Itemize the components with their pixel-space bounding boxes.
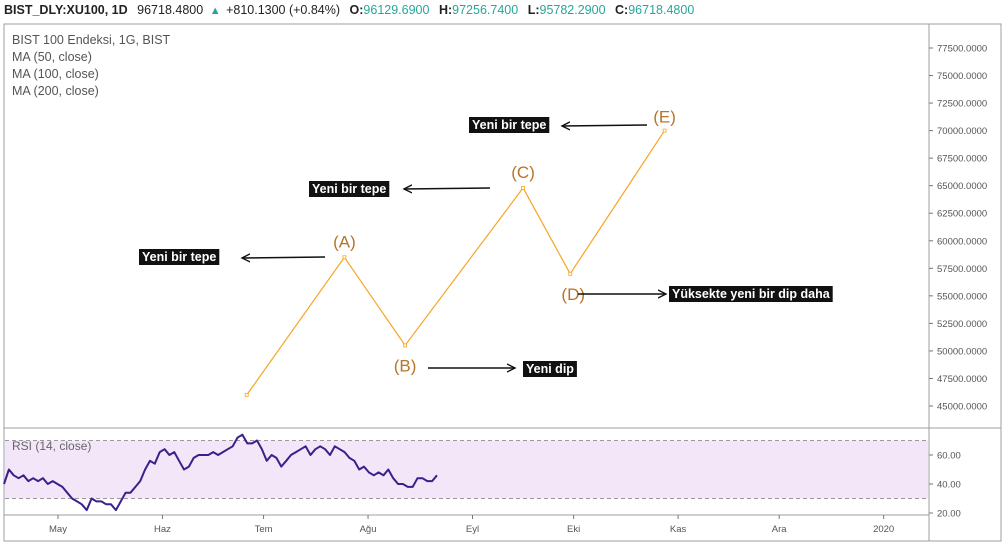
- rsi-axis: 20.00 40.00 60.00: [929, 451, 961, 520]
- wave-line: [246, 130, 666, 396]
- price-tick-label: 47500.0000: [937, 374, 987, 385]
- close-label: C:: [615, 3, 629, 17]
- rsi-tick-label: 20.00: [937, 509, 961, 520]
- annotation-text: Yeni bir tepe: [142, 250, 216, 264]
- rsi-legend[interactable]: RSI (14, close): [12, 439, 92, 453]
- last-price: 96718.4800: [137, 3, 204, 17]
- annotation-text: Yeni bir tepe: [312, 182, 386, 196]
- wave-point-label: (E): [653, 108, 676, 127]
- rsi-band-fill: [5, 440, 928, 499]
- price-tick-label: 50000.0000: [937, 346, 987, 357]
- wave-point-label: (D): [561, 285, 585, 304]
- annotation-arrow: [242, 257, 326, 258]
- wave-vertex: [342, 255, 347, 260]
- high-value: 97256.7400: [452, 3, 519, 17]
- annotation-text: Yeni bir tepe: [472, 118, 546, 132]
- close-value: 96718.4800: [628, 3, 695, 17]
- time-tick-label: Ara: [772, 524, 788, 535]
- time-tick-label: May: [49, 524, 67, 535]
- price-tick-label: 55000.0000: [937, 291, 987, 302]
- wave-point-label: (C): [511, 163, 535, 182]
- rsi-tick-label: 60.00: [937, 451, 961, 462]
- price-tick-label: 75000.0000: [937, 71, 987, 82]
- annotations: Yeni bir tepe Yeni dip Yeni bir tepe Yüksek…: [139, 117, 833, 377]
- legend-ma-50[interactable]: MA (50, close): [12, 50, 92, 64]
- up-triangle-icon: ▲: [209, 5, 221, 17]
- price-tick-label: 72500.0000: [937, 99, 987, 110]
- open-label: O:: [349, 3, 364, 17]
- time-axis: May Haz Tem Ağu Eyl Eki Kas Ara 2020: [49, 515, 894, 535]
- wave-vertex: [662, 128, 667, 133]
- open-value: 96129.6900: [363, 3, 430, 17]
- symbol-name[interactable]: BIST_DLY:XU100, 1D: [4, 3, 128, 17]
- legend-main-series[interactable]: BIST 100 Endeksi, 1G, BIST: [12, 33, 171, 47]
- price-tick-label: 77500.0000: [937, 44, 987, 55]
- price-change: +810.1300 (+0.84%): [226, 3, 341, 17]
- price-tick-label: 45000.0000: [937, 402, 987, 413]
- annotation-box: [139, 249, 220, 265]
- time-tick-label: Eyl: [466, 524, 479, 535]
- wave-vertex: [568, 271, 573, 276]
- legend-ma-200[interactable]: MA (200, close): [12, 84, 99, 98]
- time-tick-label: Kas: [670, 524, 687, 535]
- annotation-box: [309, 181, 390, 197]
- time-tick-label: Haz: [154, 524, 171, 535]
- price-tick-label: 65000.0000: [937, 181, 987, 192]
- time-tick-label: 2020: [873, 524, 894, 535]
- wave-vertex: [244, 393, 249, 397]
- price-tick-label: 67500.0000: [937, 154, 987, 165]
- annotation-box: [469, 117, 550, 133]
- symbol-header: BIST_DLY:XU100, 1D 96718.4800 ▲ +810.130…: [0, 0, 1006, 20]
- annotation-text: Yeni dip: [526, 362, 574, 376]
- rsi-tick-label: 40.00: [937, 480, 961, 491]
- chart-frame: [3, 23, 1002, 542]
- annotation-arrow: [404, 188, 491, 189]
- price-tick-label: 57500.0000: [937, 264, 987, 275]
- annotation-text: Yüksekte yeni bir dip daha: [672, 287, 831, 301]
- time-tick-label: Eki: [567, 524, 580, 535]
- wave-point-label: (B): [394, 356, 417, 375]
- low-value: 95782.2900: [539, 3, 606, 17]
- wave-pattern: (A) (B) (C) (D) (E): [244, 108, 676, 397]
- price-tick-label: 62500.0000: [937, 209, 987, 220]
- high-label: H:: [438, 3, 453, 17]
- annotation-box: [669, 286, 833, 302]
- rsi-band: [5, 440, 928, 499]
- indicator-legend: BIST 100 Endeksi, 1G, BIST MA (50, close…: [12, 32, 170, 100]
- legend-ma-100[interactable]: MA (100, close): [12, 67, 99, 81]
- price-tick-label: 70000.0000: [937, 126, 987, 137]
- time-tick-label: Tem: [255, 524, 273, 535]
- annotation-box: [523, 361, 577, 377]
- time-tick-label: Ağu: [360, 524, 377, 535]
- wave-vertex: [403, 343, 408, 348]
- low-label: L:: [527, 3, 540, 17]
- price-axis: 45000.0000 47500.0000 50000.0000 52500.0000…: [929, 44, 987, 413]
- wave-vertex: [521, 185, 525, 190]
- rsi-series: [3, 433, 438, 512]
- rsi-line: [3, 433, 438, 512]
- price-tick-label: 52500.0000: [937, 319, 987, 330]
- wave-point-label: (A): [333, 232, 356, 251]
- annotation-arrow: [562, 125, 648, 126]
- price-tick-label: 60000.0000: [937, 236, 987, 247]
